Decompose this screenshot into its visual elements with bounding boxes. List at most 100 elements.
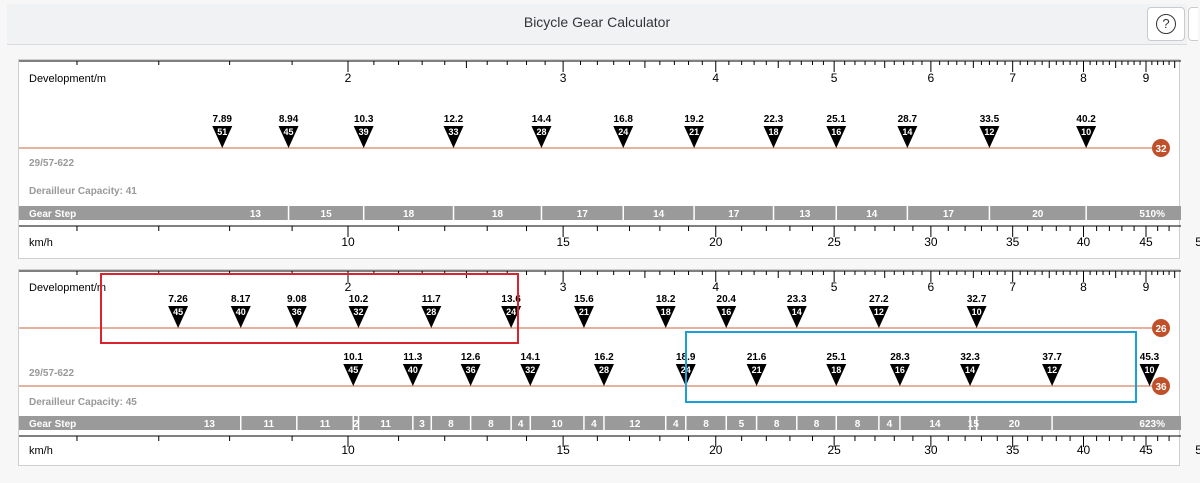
gear-speed-label: 11.7 — [422, 294, 441, 305]
gear-step-value: 17 — [943, 209, 955, 220]
gear-speed-label: 12.2 — [444, 114, 464, 125]
gear-step-value: 15 — [968, 419, 980, 430]
speed-tick-label: 20 — [709, 443, 723, 457]
gear-marker — [353, 126, 374, 148]
gear-marker — [278, 126, 299, 148]
gear-speed-label: 40.2 — [1076, 114, 1096, 125]
gear-cog-label: 14 — [902, 127, 912, 137]
gear-step-value: 13 — [799, 209, 811, 220]
gear-step-value: 2 — [353, 419, 359, 430]
gear-speed-label: 21.6 — [747, 352, 767, 363]
gear-speed-label: 11.3 — [403, 352, 422, 363]
development-tick-label: 8 — [1080, 280, 1087, 294]
gear-speed-label: 15.6 — [574, 294, 594, 305]
gear-cog-label: 24 — [618, 127, 628, 137]
development-tick-label: 7 — [1009, 71, 1016, 85]
gear-cog-label: 40 — [408, 365, 418, 375]
gear-speed-label: 22.3 — [764, 114, 784, 125]
gear-step-bar — [19, 206, 1181, 220]
gear-step-value: 623% — [1139, 419, 1165, 430]
gear-cog-label: 24 — [506, 307, 516, 317]
speed-tick-label: 35 — [1006, 443, 1020, 457]
gear-chart-panel-2: 2 3 4 5 6 7 8 9 Development/m 26 7.26 45 8.17 40 9.08 3… — [18, 269, 1200, 466]
gear-speed-label: 32.7 — [967, 294, 987, 305]
help-button[interactable]: ? — [1147, 7, 1185, 41]
gear-marker — [168, 306, 189, 328]
gear-speed-label: 32.3 — [960, 352, 980, 363]
development-axis-title: Development/m — [29, 282, 106, 294]
speed-tick-label: 45 — [1139, 235, 1153, 249]
gear-cog-label: 21 — [689, 127, 699, 137]
gear-speed-label: 10.1 — [344, 352, 364, 363]
gear-speed-label: 7.26 — [168, 294, 188, 305]
gear-cog-label: 18 — [661, 307, 671, 317]
gear-cog-label: 51 — [217, 127, 227, 137]
gear-marker — [348, 306, 369, 328]
development-tick-label: 4 — [712, 71, 719, 85]
speed-tick-label: 30 — [924, 235, 938, 249]
gear-speed-label: 20.4 — [717, 294, 737, 305]
speed-tick-label: 45 — [1139, 443, 1153, 457]
gear-speed-label: 28.7 — [898, 114, 918, 125]
gear-step-value: 8 — [703, 419, 709, 430]
gear-step-value: 11 — [320, 419, 331, 430]
gear-step-value: 8 — [488, 419, 494, 430]
speed-tick-label: 15 — [556, 443, 570, 457]
gear-cog-label: 32 — [525, 365, 535, 375]
gear-step-value: 20 — [1032, 209, 1044, 220]
gear-step-value: 8 — [448, 419, 454, 430]
gear-step-title: Gear Step — [29, 419, 76, 430]
gear-cog-label: 12 — [984, 127, 994, 137]
gear-cog-label: 28 — [599, 365, 609, 375]
gear-cog-label: 28 — [536, 127, 546, 137]
chainring-teeth-label: 32 — [1155, 144, 1167, 155]
gear-speed-label: 33.5 — [980, 114, 1000, 125]
gear-marker — [520, 364, 541, 386]
gear-step-bar — [19, 416, 1181, 430]
gear-marker — [286, 306, 307, 328]
development-axis-title: Development/m — [29, 73, 106, 85]
gear-marker — [501, 306, 522, 328]
gear-speed-label: 12.6 — [461, 352, 481, 363]
chainring-badge — [1152, 139, 1170, 157]
speed-tick-label: 25 — [827, 443, 841, 457]
chainring-teeth-label: 26 — [1155, 324, 1167, 335]
gear-cog-label: 21 — [579, 307, 589, 317]
gear-marker — [716, 306, 737, 328]
development-tick-label: 9 — [1143, 71, 1150, 85]
gear-marker — [402, 364, 423, 386]
highlight-box-large-chainring — [685, 331, 1137, 403]
gear-marker — [960, 364, 981, 386]
title-bar: Bicycle Gear Calculator ? — [7, 4, 1198, 45]
speed-tick-label: 50 — [1195, 443, 1200, 457]
gear-step-value: 12 — [629, 419, 641, 430]
gear-step-value: 4 — [518, 419, 524, 430]
gear-cog-label: 12 — [874, 307, 884, 317]
gear-cog-label: 33 — [448, 127, 458, 137]
gear-marker — [826, 126, 847, 148]
gear-speed-label: 45.3 — [1140, 352, 1160, 363]
gear-step-value: 3 — [419, 419, 425, 430]
gear-speed-label: 10.3 — [354, 114, 374, 125]
gear-marker — [613, 126, 634, 148]
development-tick-label: 4 — [712, 280, 719, 294]
gear-step-value: 8 — [774, 419, 780, 430]
chainring-badge — [1152, 319, 1170, 337]
overflow-button[interactable] — [1188, 7, 1198, 41]
development-tick-label: 3 — [560, 280, 567, 294]
gear-cog-label: 28 — [426, 307, 436, 317]
gear-marker — [979, 126, 1000, 148]
gear-cog-label: 18 — [831, 365, 841, 375]
gear-cog-label: 10 — [972, 307, 982, 317]
development-tick-label: 2 — [345, 71, 352, 85]
gear-step-value: 13 — [204, 419, 216, 430]
speed-axis-title: km/h — [29, 445, 53, 457]
gear-speed-label: 13.6 — [501, 294, 521, 305]
gear-speed-label: 8.17 — [231, 294, 251, 305]
gear-speed-label: 10.2 — [349, 294, 369, 305]
gear-step-value: 15 — [321, 209, 333, 220]
development-tick-label: 5 — [831, 71, 838, 85]
gear-cog-label: 45 — [173, 307, 183, 317]
gear-step-value: 11 — [380, 419, 391, 430]
development-tick-label: 3 — [560, 71, 567, 85]
